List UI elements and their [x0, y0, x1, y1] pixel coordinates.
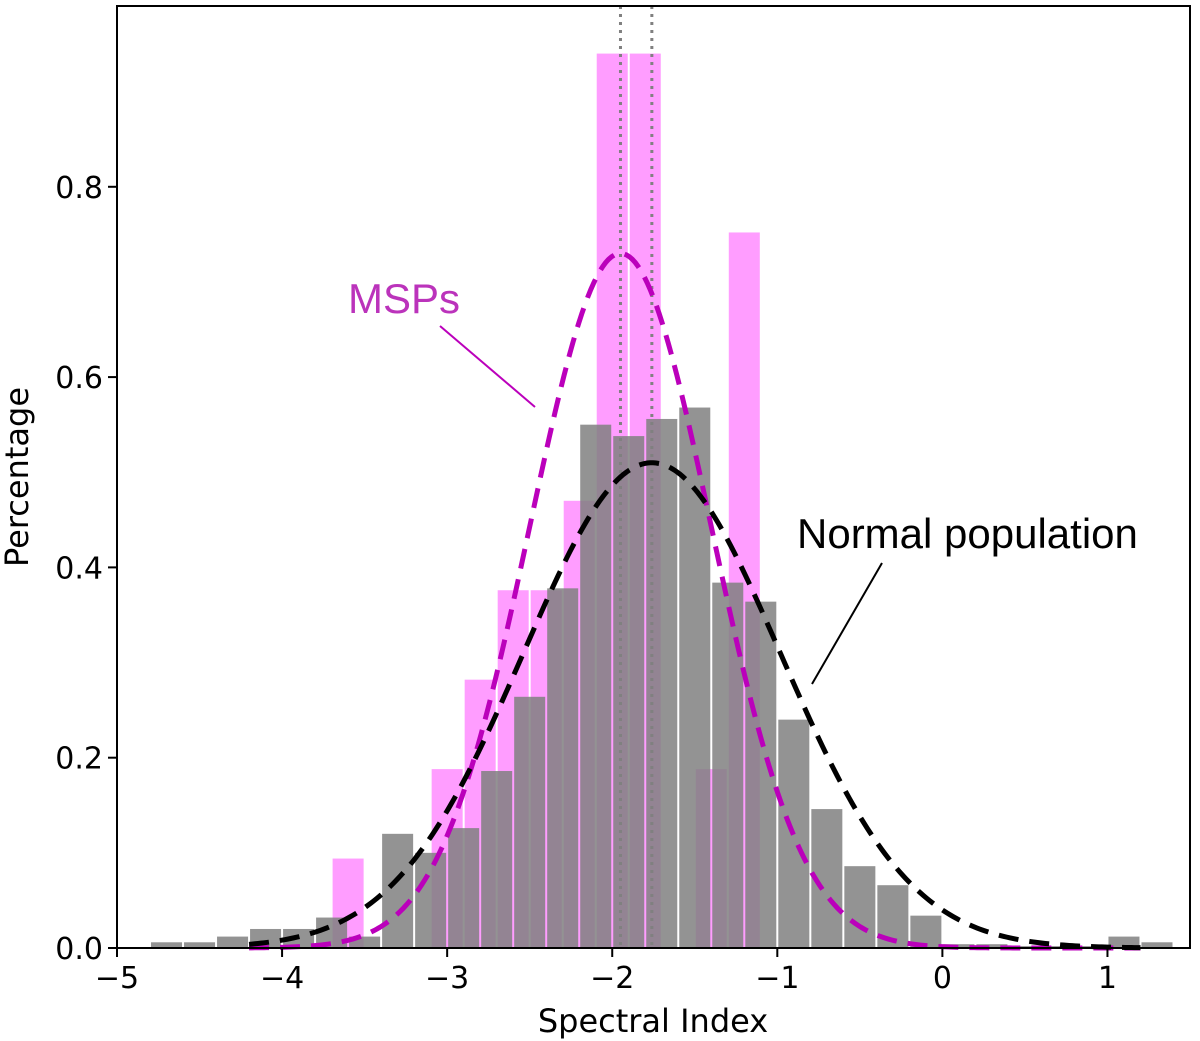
- normal-bar: [547, 588, 579, 948]
- y-tick-label: 0.4: [55, 551, 103, 586]
- normal-bar: [415, 852, 447, 948]
- normal-bar: [1108, 936, 1140, 948]
- normal-bar: [613, 436, 645, 948]
- normal-bar: [184, 942, 216, 948]
- y-axis-label: Percentage: [0, 387, 36, 567]
- normal-bar: [712, 582, 744, 948]
- normal-bar: [382, 833, 414, 948]
- y-tick-label: 0.8: [55, 171, 103, 206]
- normal-bar: [448, 828, 480, 948]
- normal-population-annotation-label: Normal population: [797, 510, 1138, 557]
- msps-fit-curve: [249, 250, 1141, 951]
- series-1: [151, 407, 1173, 949]
- x-tick-label: 1: [1098, 961, 1117, 996]
- normal-bar: [943, 944, 975, 948]
- fit-curves-layer: [248, 250, 1141, 951]
- mean-lines-layer: [618, 6, 654, 948]
- y-axis-ticks: 0.0 0.2 0.4 0.6 0.8: [55, 171, 117, 967]
- msps-annotation-label: MSPs: [348, 275, 460, 322]
- normal-bar: [349, 936, 381, 948]
- x-tick-label: −1: [755, 961, 799, 996]
- normal-bar: [481, 771, 513, 948]
- msps-annotation-pointer: [439, 325, 536, 408]
- y-tick-label: 0.0: [55, 932, 103, 967]
- x-tick-label: −3: [425, 961, 469, 996]
- normal-population-annotation-pointer: [811, 562, 883, 685]
- normal-bar: [580, 424, 612, 949]
- msps-annotation: MSPs: [348, 275, 536, 408]
- normal-bar: [844, 866, 876, 948]
- normal-bar: [1141, 942, 1173, 948]
- x-tick-label: 0: [933, 961, 952, 996]
- x-axis-label: Spectral Index: [538, 1002, 768, 1040]
- normal-bar: [514, 696, 546, 948]
- bars-layer: [151, 53, 1173, 949]
- normal-bar: [151, 942, 183, 948]
- normal-bar: [646, 418, 678, 948]
- x-tick-label: −5: [95, 961, 139, 996]
- x-tick-label: −4: [260, 961, 304, 996]
- axes-frame: [116, 5, 1191, 949]
- normal-bar: [976, 944, 1008, 948]
- y-tick-label: 0.6: [55, 361, 103, 396]
- normal-population-annotation: Normal population: [797, 510, 1138, 685]
- x-tick-label: −2: [590, 961, 634, 996]
- x-axis-ticks: −5 −4 −3 −2 −1 0 1: [95, 948, 1117, 996]
- normal-population-fit-curve: [248, 460, 1141, 951]
- normal-bar: [217, 936, 249, 948]
- y-tick-label: 0.2: [55, 742, 103, 777]
